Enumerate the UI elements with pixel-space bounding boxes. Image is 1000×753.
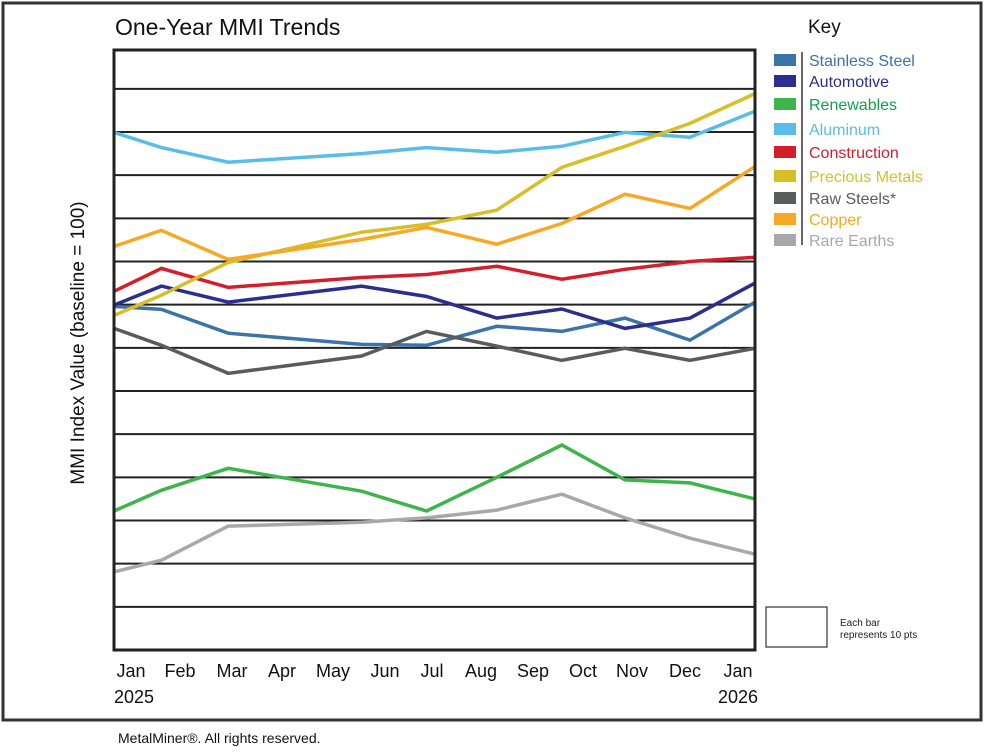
x-tick-label: Mar	[217, 661, 248, 681]
legend-label: Aluminum	[809, 122, 880, 139]
x-tick-label: Jun	[370, 661, 399, 681]
gridlines	[114, 87, 755, 608]
x-tick-label: Sep	[517, 661, 549, 681]
legend-label: Precious Metals	[809, 169, 923, 186]
legend-swatch	[774, 75, 796, 87]
series-lines	[113, 92, 756, 574]
legend-swatch	[774, 98, 796, 110]
series-line-rare-earths	[113, 492, 756, 574]
x-tick-labels: Jan Feb Mar Apr May Jun Jul Aug Sep Oct Nov Dec Jan	[116, 661, 752, 681]
legend-swatch	[774, 192, 796, 204]
x-tick-label: Apr	[268, 661, 296, 681]
x-tick-label: Aug	[465, 661, 497, 681]
legend: Stainless Steel Automotive Renewables Alumi…	[774, 53, 923, 250]
x-tick-label: Dec	[669, 661, 701, 681]
x-tick-label: Feb	[164, 661, 195, 681]
x-tick-label: Jan	[723, 661, 752, 681]
legend-label: Rare Earths	[809, 233, 894, 250]
series-line-stainless-steel	[113, 300, 756, 348]
scale-bar-sample	[765, 606, 828, 648]
x-tick-label: Oct	[569, 661, 597, 681]
chart-title: One-Year MMI Trends	[115, 14, 340, 40]
chart-frame	[1, 1, 983, 722]
plot-border	[112, 48, 757, 652]
legend-label: Renewables	[809, 97, 897, 114]
series-line-renewables	[113, 443, 756, 513]
legend-label: Stainless Steel	[809, 53, 915, 70]
scale-note: Each bar represents 10 pts	[840, 618, 917, 641]
series-line-automotive	[113, 281, 756, 331]
x-tick-label: Jan	[116, 661, 145, 681]
legend-label: Copper	[809, 212, 862, 229]
legend-title: Key	[808, 17, 841, 38]
legend-swatch	[774, 123, 796, 135]
y-axis-label: MMI Index Value (baseline = 100)	[68, 201, 89, 484]
series-line-raw-steels	[113, 326, 756, 376]
legend-swatch	[774, 213, 796, 225]
series-line-copper	[113, 165, 756, 262]
legend-swatch	[774, 170, 796, 182]
x-tick-label: Jul	[420, 661, 443, 681]
series-line-precious-metals	[113, 92, 756, 318]
legend-label: Raw Steels*	[809, 191, 896, 208]
legend-swatch	[774, 146, 796, 158]
legend-label: Construction	[809, 145, 899, 162]
legend-label: Automotive	[809, 74, 889, 91]
x-tick-label: Nov	[616, 661, 648, 681]
x-end-year: 2026	[718, 687, 758, 707]
legend-swatch	[774, 54, 796, 66]
x-start-year: 2025	[114, 687, 154, 707]
x-tick-label: May	[316, 661, 350, 681]
footer-copyright: MetalMiner®. All rights reserved.	[118, 730, 321, 746]
legend-swatch	[774, 234, 796, 246]
